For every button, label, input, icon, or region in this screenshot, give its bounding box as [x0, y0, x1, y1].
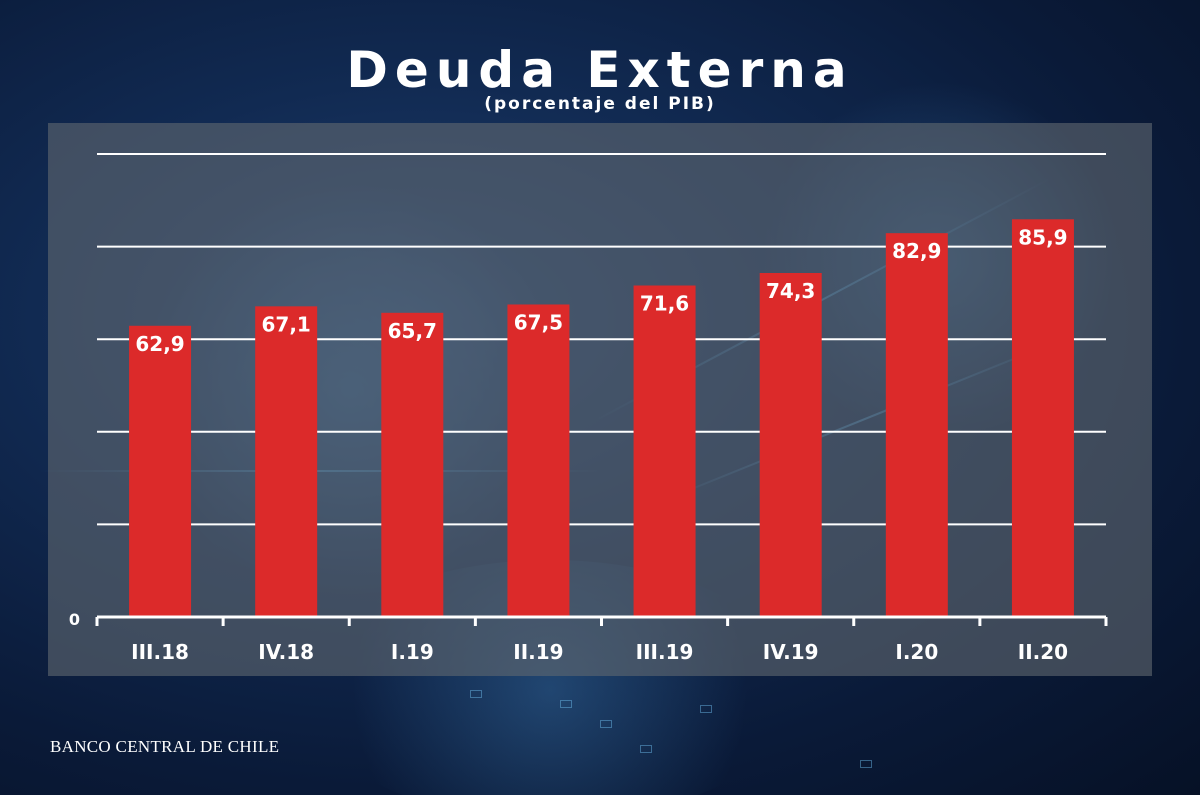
gridlines	[97, 153, 1106, 526]
bar	[255, 306, 318, 617]
bar	[885, 233, 948, 617]
bar	[1011, 219, 1074, 617]
x-tick-label: II.20	[1018, 640, 1068, 664]
x-tick-label: I.20	[895, 640, 938, 664]
bar-value-label: 82,9	[892, 239, 941, 263]
bar-value-label: 62,9	[135, 332, 184, 356]
x-tick-label: II.19	[513, 640, 563, 664]
bar-value-label: 67,1	[262, 312, 311, 336]
chart-title: Deuda Externa	[346, 41, 854, 99]
x-tick-label: I.19	[391, 640, 434, 664]
x-tick-label: III.18	[131, 640, 189, 664]
bars: 62,9 67,1 65,7 67,5 71,6 74,3 82,9 85,9	[129, 219, 1074, 617]
bar-value-label: 71,6	[640, 291, 689, 315]
bar	[507, 304, 570, 617]
y-tick-label: 0	[69, 610, 80, 629]
bar	[381, 312, 444, 617]
bar-value-label: 85,9	[1018, 225, 1067, 249]
bar	[129, 325, 192, 617]
bar	[759, 272, 822, 617]
chart-subtitle: (porcentaje del PIB)	[484, 94, 716, 114]
bar-value-label: 74,3	[766, 279, 815, 303]
footer-source: BANCO CENTRAL DE CHILE	[50, 737, 280, 756]
bar-value-label: 65,7	[388, 319, 437, 343]
x-tick-label: IV.18	[258, 640, 314, 664]
x-tick-label: III.19	[636, 640, 694, 664]
chart-panel	[48, 123, 1152, 676]
x-tick-label: IV.19	[763, 640, 819, 664]
bar	[633, 285, 696, 617]
x-axis: 0 III.18 IV.18 I.19 II.19 III.19 IV.19 I.20 II.2…	[69, 610, 1108, 664]
bar-value-label: 67,5	[514, 310, 563, 334]
